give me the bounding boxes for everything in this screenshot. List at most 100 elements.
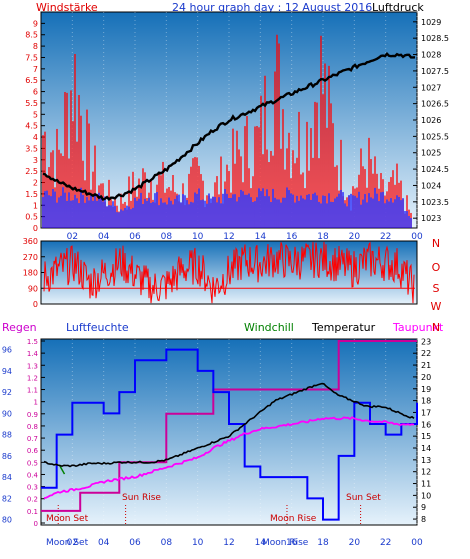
y-left-tick-label: 8.5: [25, 31, 38, 40]
temp-tick-label: 22: [421, 349, 431, 358]
y-left-tick-label: 5: [33, 110, 38, 119]
temp-tick-label: 11: [421, 480, 431, 489]
dir-tick-label: 360: [23, 237, 38, 246]
y-right-tick-label: 1027.5: [421, 67, 449, 76]
y-right-tick-label: 1023.5: [421, 198, 449, 207]
x-tick-label: 16: [286, 538, 298, 548]
x-tick-label: 02: [67, 538, 78, 548]
y-left-tick-label: 5.5: [25, 99, 38, 108]
y-left-tick-label: 3.5: [25, 144, 38, 153]
temp-tick-label: 10: [421, 491, 431, 500]
x-tick-label: 20: [349, 538, 361, 548]
y-right-tick-label: 1024.5: [421, 165, 449, 174]
rain-tick-label: 1.5: [27, 338, 38, 346]
rain-tick-label: 1.3: [27, 362, 38, 370]
legend-windchill: Windchill: [244, 321, 294, 334]
y-left-tick-label: 1: [33, 201, 38, 210]
temp-tick-label: 9: [421, 503, 426, 512]
humidity-tick-label: 86: [2, 452, 12, 461]
y-left-tick-label: 7.5: [25, 53, 38, 62]
legend-luftfeuchte: Luftfeuchte: [66, 321, 129, 334]
bottom-label-moon-rise: Moon Rise: [262, 538, 309, 548]
x-tick-label: 14: [255, 538, 267, 548]
temp-tick-label: 15: [421, 432, 431, 441]
temp-tick-label: 21: [421, 361, 431, 370]
y-left-tick-label: 7: [33, 65, 38, 74]
humidity-tick-label: 96: [2, 346, 12, 355]
rain-tick-label: 1: [34, 399, 38, 407]
humidity-tick-label: 90: [2, 409, 12, 418]
x-tick-label: 00: [411, 538, 423, 548]
compass-label: W: [431, 300, 442, 313]
x-tick-label: 08: [161, 232, 173, 242]
rain-tick-label: 0.2: [27, 496, 38, 504]
dir-tick-label: 90: [28, 284, 38, 293]
rain-tick-label: 0.8: [27, 423, 38, 431]
temp-tick-label: 12: [421, 468, 431, 477]
compass-label: N: [432, 321, 440, 334]
y-right-tick-label: 1029: [421, 18, 441, 27]
temp-tick-label: 19: [421, 385, 431, 394]
x-tick-label: 02: [67, 232, 78, 242]
x-tick-label: 04: [98, 232, 110, 242]
rain-tick-label: 0.7: [27, 435, 38, 443]
bottom-label-moon-set: Moon Set: [46, 538, 89, 548]
wind-direction-line: [43, 241, 415, 304]
rain-tick-label: 0.5: [27, 459, 38, 467]
humidity-tick-label: 84: [2, 473, 12, 482]
x-tick-label: 00: [411, 232, 423, 242]
page-title: 24 hour graph day : 12 August 2016: [172, 1, 372, 14]
dir-tick-label: 180: [23, 269, 38, 278]
pressure-line: [42, 52, 416, 202]
y-left-tick-label: 0: [33, 224, 38, 233]
x-tick-label: 04: [98, 538, 110, 548]
humidity-tick-label: 94: [2, 367, 12, 376]
humidity-tick-label: 82: [2, 494, 12, 503]
y-left-tick-label: 2: [33, 179, 38, 188]
rain-tick-label: 0.1: [27, 508, 38, 516]
dir-tick-label: 270: [23, 253, 38, 262]
x-tick-label: 12: [223, 538, 234, 548]
y-right-tick-label: 1028: [421, 51, 441, 60]
compass-label: O: [432, 261, 441, 274]
x-tick-label: 22: [380, 232, 391, 242]
label-windstaerke: Windstärke: [36, 1, 98, 14]
rain-tick-label: 0.9: [27, 411, 38, 419]
x-tick-label: 06: [129, 538, 141, 548]
y-left-tick-label: 6: [33, 88, 38, 97]
dewpoint-line: [43, 416, 415, 499]
compass-label: S: [433, 282, 440, 295]
y-left-tick-label: 4: [33, 133, 38, 142]
legend-regen: Regen: [2, 321, 37, 334]
y-left-tick-label: 6.5: [25, 76, 38, 85]
temp-tick-label: 14: [421, 444, 431, 453]
temp-tick-label: 18: [421, 397, 431, 406]
label-luftdruck: Luftdruck: [372, 1, 424, 14]
y-right-tick-label: 1026: [421, 116, 441, 125]
rain-tick-label: 1.1: [27, 387, 38, 395]
temp-tick-label: 17: [421, 408, 431, 417]
legend-taupunkt: Taupunkt: [392, 321, 444, 334]
rain-tick-label: 0.3: [27, 484, 38, 492]
x-tick-label: 16: [286, 232, 298, 242]
y-right-tick-label: 1026.5: [421, 100, 449, 109]
x-tick-label: 20: [349, 232, 361, 242]
y-left-tick-label: 2.5: [25, 167, 38, 176]
y-right-tick-label: 1024: [421, 181, 441, 190]
humidity-tick-label: 80: [2, 516, 12, 525]
rain-tick-label: 1.2: [27, 374, 38, 382]
y-left-tick-label: 8: [33, 42, 38, 51]
rain-tick-label: 0.4: [27, 471, 39, 479]
temperature-line: [43, 382, 415, 468]
annotation-sun-rise: Sun Rise: [122, 493, 161, 503]
y-left-tick-label: 1.5: [25, 190, 38, 199]
x-tick-label: 10: [192, 232, 204, 242]
temp-tick-label: 23: [421, 337, 431, 346]
x-tick-label: 06: [129, 232, 141, 242]
temp-tick-label: 8: [421, 515, 426, 524]
compass-label: N: [432, 237, 440, 250]
temp-tick-label: 16: [421, 420, 431, 429]
x-tick-label: 14: [255, 232, 267, 242]
rain-tick-label: 0: [34, 520, 38, 528]
